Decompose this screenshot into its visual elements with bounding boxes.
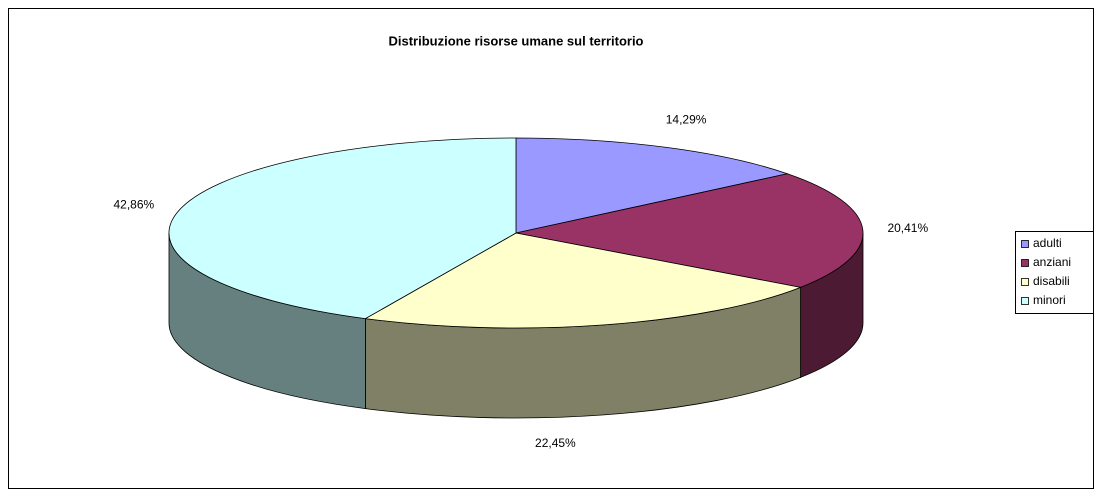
legend-label: anziani: [1033, 255, 1071, 269]
legend-swatch: [1021, 297, 1029, 305]
data-label: 42,86%: [113, 197, 154, 211]
legend-swatch: [1021, 259, 1029, 267]
slice: [168, 137, 517, 320]
data-label: 14,29%: [666, 113, 707, 127]
slice: [515, 137, 789, 234]
data-label: 20,41%: [887, 221, 928, 235]
slice: [515, 173, 864, 288]
data-label: 22,45%: [535, 436, 576, 450]
legend-swatch: [1021, 278, 1029, 286]
legend-label: disabili: [1033, 274, 1070, 288]
legend-label: minori: [1033, 293, 1066, 307]
chart-title: Distribuzione risorse umane sul territor…: [389, 33, 644, 48]
legend-label: adulti: [1033, 236, 1062, 250]
legend-swatch: [1021, 240, 1029, 248]
slice: [364, 232, 803, 329]
